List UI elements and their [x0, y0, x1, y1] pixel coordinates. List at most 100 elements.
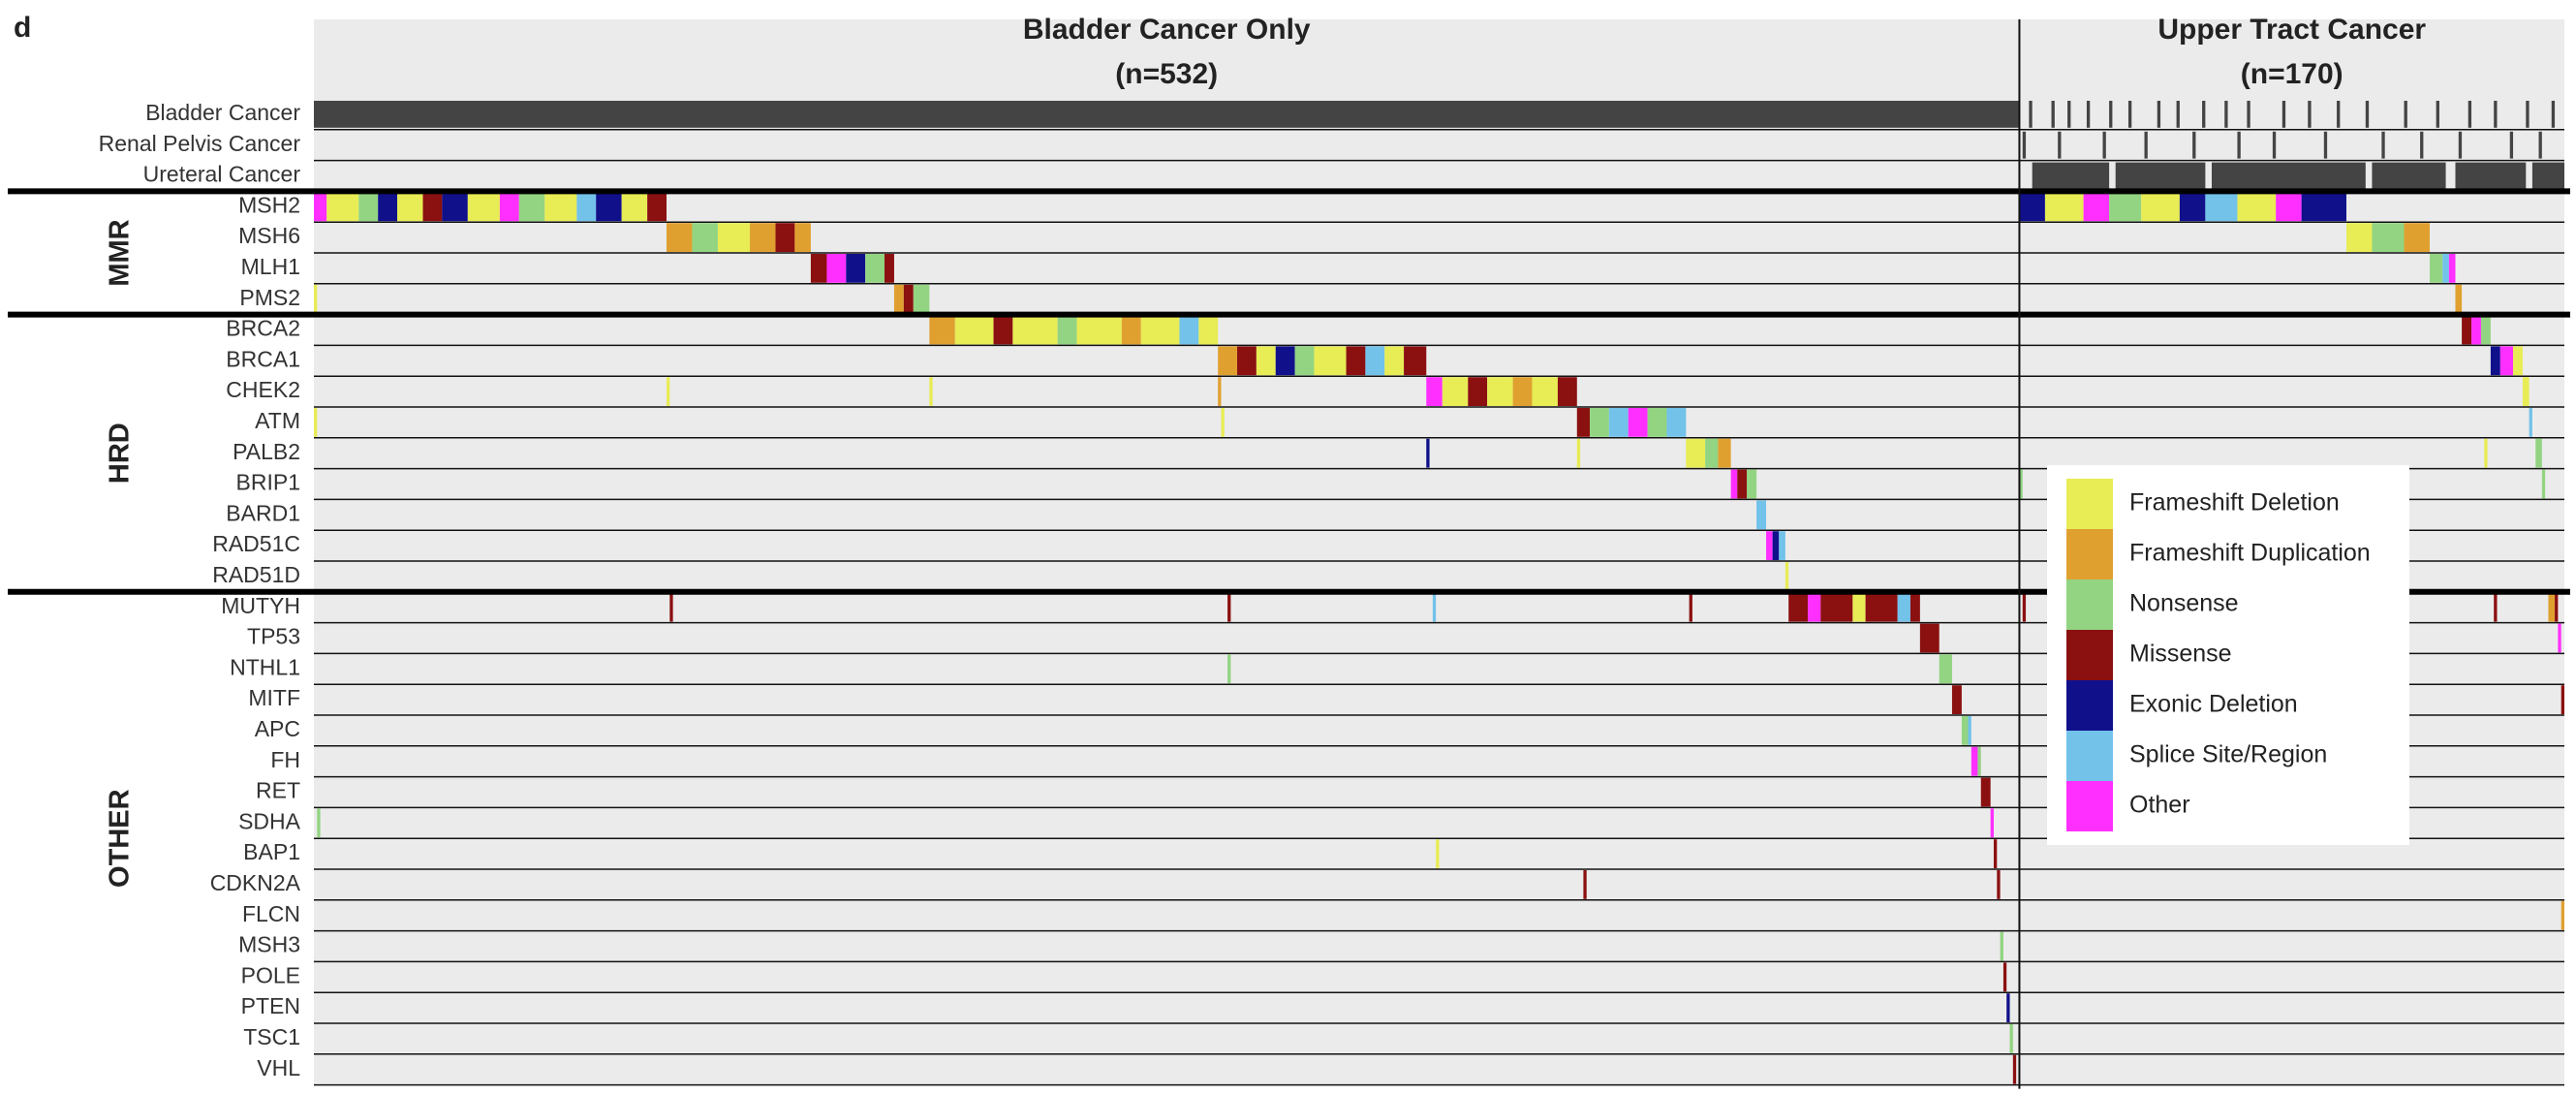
mutation-mark	[358, 192, 379, 222]
cohort-mark	[2381, 131, 2385, 159]
cohort-mark	[2032, 162, 2110, 190]
mutation-mark	[669, 592, 673, 622]
group-title: Upper Tract Cancer	[2157, 14, 2426, 46]
gene-label: CDKN2A	[210, 870, 301, 895]
legend-swatch	[2066, 731, 2113, 781]
mutation-mark	[846, 254, 866, 283]
mutation-mark	[314, 408, 318, 437]
mutation-mark	[1897, 592, 1910, 622]
cohort-mark	[2538, 131, 2542, 159]
mutation-mark	[1384, 346, 1405, 376]
cohort-mark	[2323, 131, 2328, 159]
mutation-mark	[1442, 377, 1469, 406]
mutation-mark	[1590, 408, 1609, 437]
mutation-mark	[1997, 870, 2001, 899]
legend-swatch	[2066, 781, 2113, 831]
row-label: Ureteral Cancer	[143, 162, 301, 187]
gene-label: BRCA1	[226, 346, 300, 371]
mutation-mark	[576, 192, 597, 222]
mutation-mark	[1971, 746, 1978, 776]
mutation-mark	[810, 254, 827, 283]
mutation-mark	[2205, 192, 2238, 222]
mutation-mark	[1294, 346, 1315, 376]
mutation-mark	[378, 192, 398, 222]
mutation-mark	[1436, 839, 1440, 868]
gene-group-label: OTHER	[105, 789, 136, 888]
mutation-mark	[2541, 469, 2546, 499]
gene-label: BAP1	[243, 839, 300, 864]
cohort-mark	[2494, 101, 2498, 128]
mutation-mark	[1647, 408, 1667, 437]
cohort-mark	[2022, 131, 2027, 159]
gene-label: FH	[270, 747, 300, 772]
mutation-mark	[647, 192, 667, 222]
mutation-mark	[2471, 315, 2481, 345]
mutation-mark	[314, 284, 318, 314]
mutation-mark	[1718, 438, 1731, 468]
mutation-mark	[2345, 223, 2373, 252]
mutation-mark	[2000, 931, 2003, 961]
mutation-mark	[1487, 377, 1513, 406]
mutation-mark	[1628, 408, 1648, 437]
cohort-mark	[2458, 131, 2463, 159]
mutation-mark	[544, 192, 577, 222]
mutation-mark	[317, 808, 321, 838]
cohort-mark	[2202, 101, 2206, 128]
mutation-mark	[1218, 377, 1222, 406]
gene-group-label: HRD	[105, 422, 136, 484]
mutation-mark	[885, 254, 894, 283]
mutation-mark	[2301, 192, 2346, 222]
mutation-mark	[1275, 346, 1295, 376]
mutation-mark	[2455, 284, 2463, 314]
mutation-mark	[2372, 223, 2405, 252]
gene-label: TSC1	[243, 1024, 300, 1049]
mutation-mark	[2462, 315, 2472, 345]
mutation-mark	[1140, 315, 1180, 345]
mutation-mark	[1788, 592, 1809, 622]
gene-group-label: MMR	[105, 219, 136, 286]
mutation-mark	[929, 377, 933, 406]
mutation-mark	[1990, 808, 1994, 838]
gene-label: RAD51D	[212, 562, 300, 587]
mutation-mark	[1666, 408, 1687, 437]
cohort-mark	[2127, 101, 2132, 128]
mutation-mark	[596, 192, 622, 222]
cohort-mark	[2467, 101, 2472, 128]
mutation-mark	[2006, 993, 2010, 1022]
mutation-mark	[794, 223, 811, 252]
gene-label: APC	[255, 716, 300, 741]
legend-label: Frameshift Duplication	[2129, 540, 2371, 567]
gene-label: ATM	[255, 408, 300, 433]
mutation-mark	[2499, 346, 2514, 376]
mutation-mark	[2002, 962, 2007, 992]
cohort-mark	[2067, 101, 2071, 128]
mutation-mark	[2522, 377, 2529, 406]
mutation-mark	[692, 223, 718, 252]
cohort-mark	[2281, 101, 2286, 128]
mutation-mark	[1221, 408, 1225, 437]
mutation-mark	[717, 223, 751, 252]
cohort-mark	[2420, 131, 2424, 159]
cohort-mark	[314, 101, 2020, 128]
mutation-mark	[865, 254, 885, 283]
legend-swatch	[2066, 630, 2113, 680]
cohort-mark	[2115, 162, 2206, 190]
gene-label: NTHL1	[230, 654, 300, 679]
mutation-mark	[1432, 592, 1437, 622]
mutation-mark	[1919, 623, 1940, 653]
mutation-mark	[1747, 469, 1757, 499]
mutation-mark	[1865, 592, 1898, 622]
legend-swatch	[2066, 479, 2113, 529]
mutation-mark	[2109, 192, 2142, 222]
mutation-mark	[1121, 315, 1141, 345]
mutation-mark	[2484, 438, 2488, 468]
mutation-mark	[1346, 346, 1366, 376]
cohort-mark	[2029, 101, 2033, 128]
mutation-mark	[2555, 592, 2559, 622]
mutation-mark	[775, 223, 795, 252]
mutation-mark	[397, 192, 423, 222]
legend-label: Nonsense	[2129, 590, 2239, 617]
mutation-mark	[2404, 223, 2431, 252]
mutation-mark	[2442, 254, 2449, 283]
mutation-mark	[2548, 592, 2556, 622]
